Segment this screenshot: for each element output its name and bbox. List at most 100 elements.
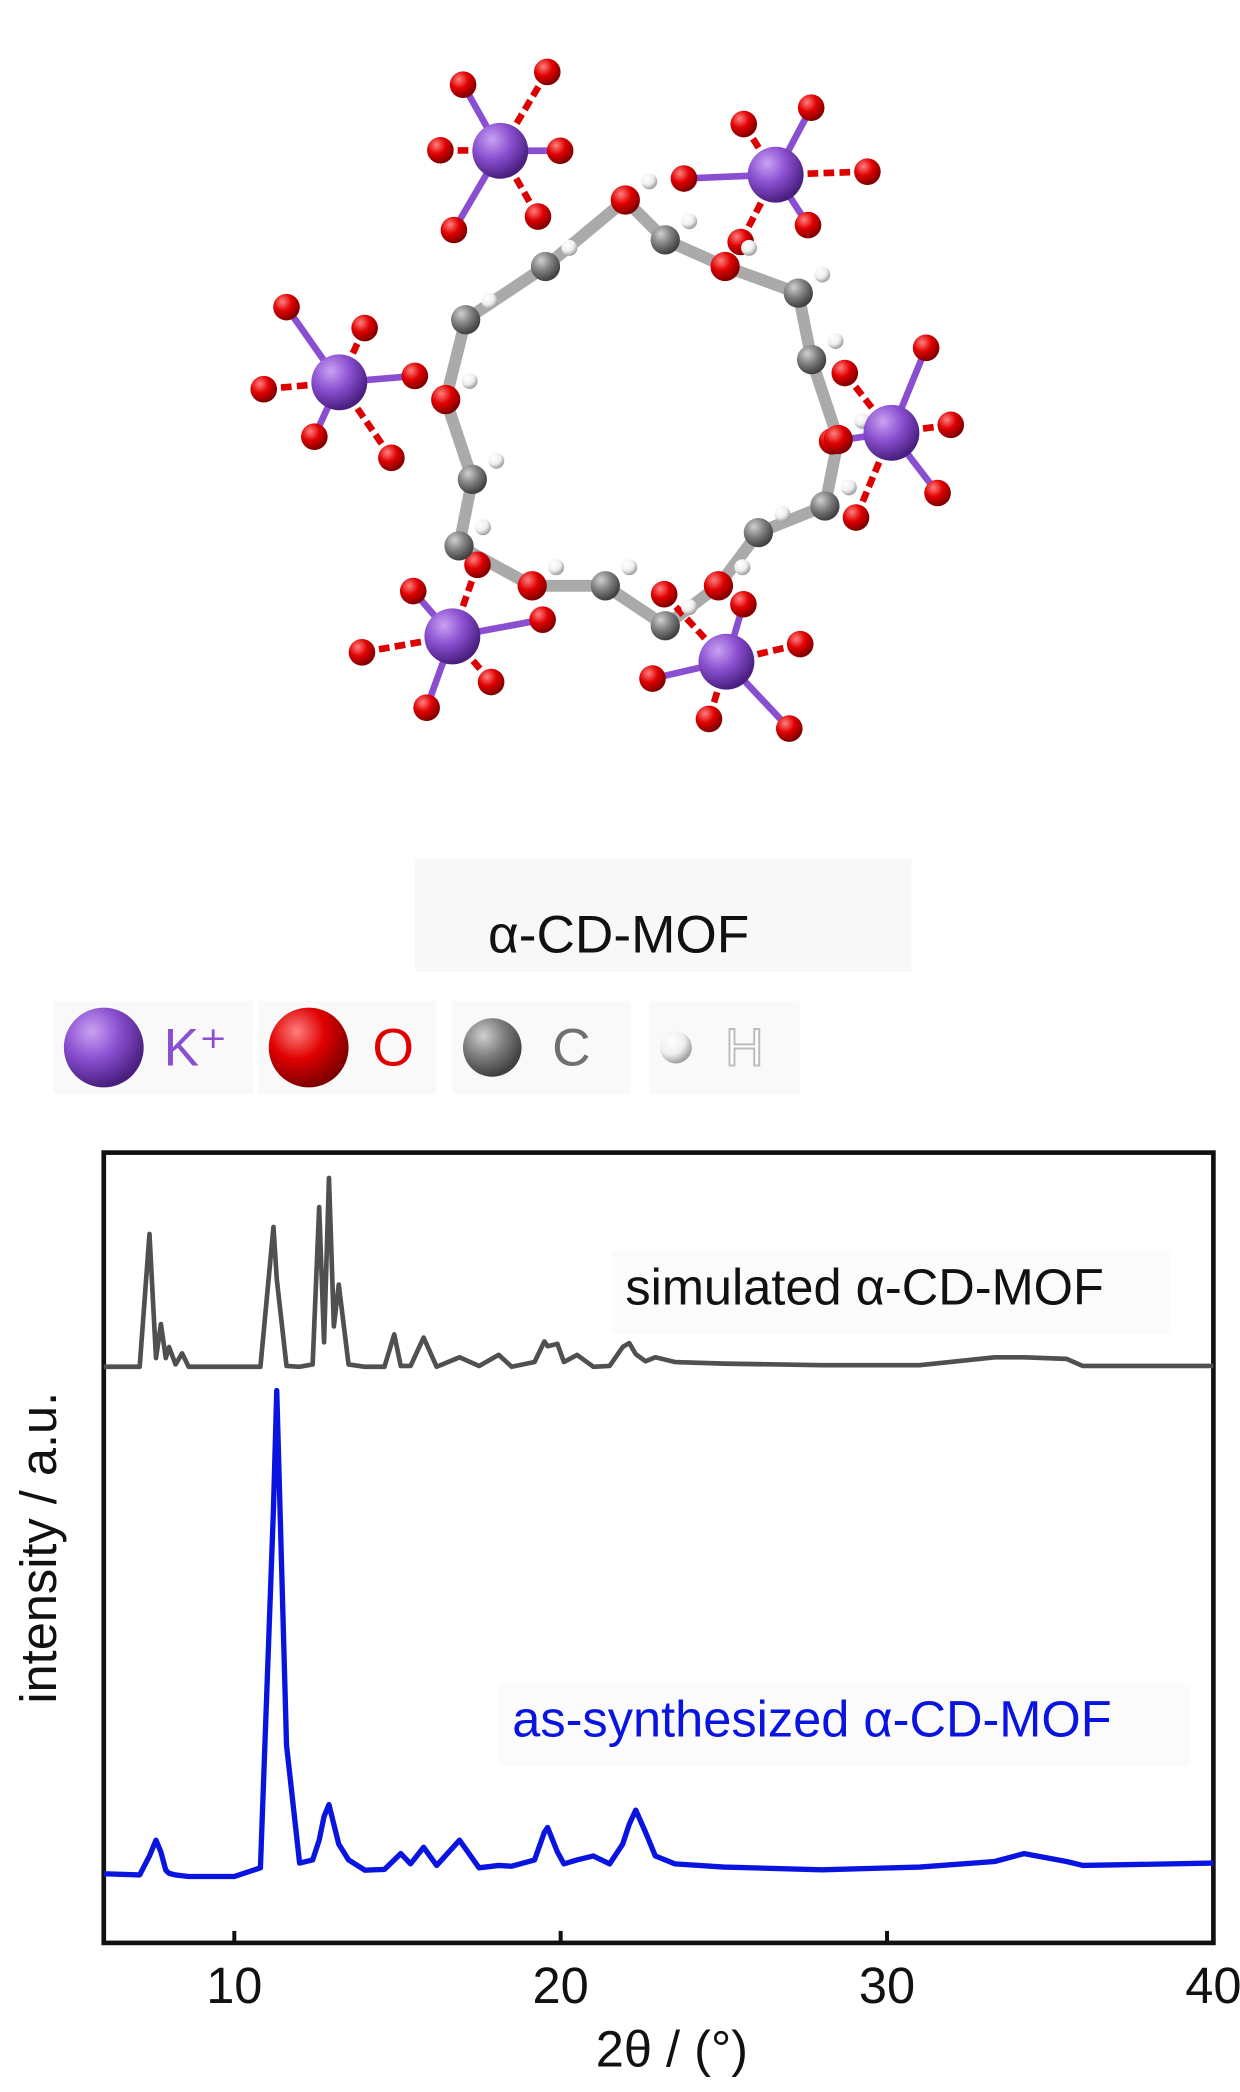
hydrogen-atom	[681, 599, 698, 616]
bond	[737, 173, 779, 244]
oxygen-atom	[533, 58, 561, 86]
series-line	[103, 1387, 1214, 1880]
legend-label: K⁺	[164, 1019, 228, 1078]
hydrogen-atom	[481, 293, 498, 310]
oxygen-atom	[703, 571, 734, 601]
oxygen-atom	[273, 293, 300, 321]
potassium-atom	[424, 608, 481, 665]
structure-label: α-CD-MOF	[488, 905, 749, 964]
legend-swatch	[63, 1007, 144, 1088]
oxygen-atom	[610, 185, 640, 215]
oxygen-atom	[546, 137, 574, 165]
bond	[541, 195, 630, 272]
oxygen-atom	[477, 668, 505, 696]
oxygen-atom	[670, 165, 698, 192]
series-line	[103, 1175, 1214, 1370]
oxygen-atom	[524, 203, 552, 230]
hydrogen-atom	[814, 266, 831, 283]
bond	[462, 261, 549, 325]
carbon-atom	[530, 251, 561, 282]
oxygen-atom	[924, 479, 951, 507]
hydrogen-atom	[734, 559, 751, 576]
oxygen-atom	[639, 665, 666, 692]
carbon-atom	[783, 278, 813, 308]
hydrogen-atom	[561, 239, 578, 256]
legend-swatch	[659, 1031, 692, 1064]
oxygen-atom	[786, 630, 814, 658]
carbon-atom	[444, 531, 474, 561]
carbon-atom	[743, 517, 774, 548]
oxygen-atom	[351, 314, 378, 342]
series-label-background	[498, 1683, 1191, 1766]
legend-swatch	[463, 1018, 522, 1077]
oxygen-atom	[449, 71, 477, 98]
potassium-atom	[698, 633, 755, 690]
series-label-background	[612, 1251, 1171, 1334]
bond	[263, 378, 340, 393]
hydrogen-atom	[488, 452, 505, 469]
oxygen-atom	[831, 359, 859, 387]
oxygen-atom	[464, 551, 491, 579]
oxygen-atom	[440, 216, 468, 244]
bond	[725, 640, 801, 665]
carbon-atom	[796, 345, 827, 375]
plot-frame	[101, 1150, 1216, 1946]
series-label: simulated α-CD-MOF	[625, 1258, 1104, 1315]
legend-label: O	[373, 1019, 414, 1078]
carbon-atom	[590, 571, 620, 601]
oxygen-atom	[794, 211, 822, 239]
hydrogen-atom	[827, 333, 844, 349]
oxygen-atom	[854, 158, 881, 185]
oxygen-atom	[797, 94, 825, 122]
oxygen-atom	[517, 571, 547, 601]
oxygen-atom	[823, 424, 853, 455]
oxygen-atom	[529, 606, 556, 633]
oxygen-atom	[912, 334, 940, 362]
oxygen-atom	[401, 362, 429, 390]
potassium-atom	[747, 146, 804, 203]
oxygen-atom	[775, 715, 803, 742]
oxygen-atom	[842, 504, 870, 531]
hydrogen-atom	[741, 239, 758, 256]
bond	[449, 563, 481, 638]
carbon-atom	[451, 305, 481, 335]
hydrogen-atom	[621, 559, 638, 576]
bond	[842, 370, 895, 435]
carbon-atom	[457, 464, 487, 495]
x-axis-label: 2θ / (°)	[596, 2021, 748, 2078]
oxygen-atom	[399, 577, 427, 605]
legend-label: H	[725, 1019, 763, 1078]
potassium-atom	[472, 122, 529, 179]
hydrogen-atom	[474, 519, 491, 536]
bond	[497, 149, 541, 219]
x-tick-label: 20	[533, 1957, 589, 2014]
y-axis-label: intensity / a.u.	[10, 1392, 67, 1704]
oxygen-atom	[730, 590, 757, 618]
atom-legend: K⁺ O C H	[53, 1000, 800, 1095]
oxygen-atom	[301, 423, 328, 451]
carbon-atom	[810, 491, 840, 521]
hydrogen-atom	[774, 505, 791, 522]
series-label: as-synthesized α-CD-MOF	[512, 1691, 1111, 1748]
oxygen-atom	[695, 705, 723, 733]
x-tick-label: 30	[859, 1957, 915, 2014]
oxygen-atom	[378, 444, 405, 472]
potassium-atom	[311, 354, 368, 411]
oxygen-atom	[937, 411, 965, 439]
oxygen-atom	[427, 136, 454, 164]
label-background	[415, 858, 912, 972]
plot: 10 20 30 40 2θ / (°) intensity / a.u. simulate…	[10, 1175, 1240, 2078]
potassium-atom	[863, 404, 920, 461]
oxygen-atom	[650, 580, 678, 608]
molecule-structure	[250, 58, 965, 742]
oxygen-atom	[431, 384, 461, 415]
hydrogen-atom	[840, 479, 857, 496]
oxygen-atom	[730, 110, 758, 138]
oxygen-atom	[413, 694, 440, 722]
carbon-atom	[650, 225, 680, 255]
carbon-atom	[650, 611, 680, 641]
hydrogen-atom	[641, 173, 658, 190]
oxygen-atom	[250, 375, 278, 403]
